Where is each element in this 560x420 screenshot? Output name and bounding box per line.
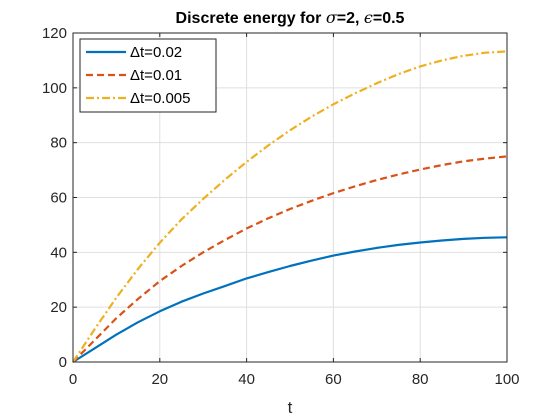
title-prefix: Discrete energy for xyxy=(176,10,326,27)
legend-label: Δt=0.005 xyxy=(130,90,190,107)
x-tick-label: 40 xyxy=(238,371,255,388)
chart-title: Discrete energy for σ=2, ϵ=0.5 xyxy=(176,8,405,27)
series-lines xyxy=(72,50,508,363)
title-epsilon-symbol: ϵ xyxy=(364,8,373,27)
legend-label: Δt=0.02 xyxy=(130,44,182,61)
y-tick-label: 0 xyxy=(59,354,67,371)
y-tick-label: 20 xyxy=(50,299,67,316)
x-tick-label: 80 xyxy=(412,371,429,388)
x-axis-label: t xyxy=(288,398,293,417)
y-tick-label: 100 xyxy=(42,80,67,97)
y-tick-label: 80 xyxy=(50,135,67,152)
axis-ticks: 0 20 40 60 80 100 0 20 40 60 80 100 120 xyxy=(42,25,520,388)
y-tick-label: 120 xyxy=(42,25,67,42)
legend-label: Δt=0.01 xyxy=(130,67,182,84)
series-line xyxy=(72,50,508,363)
x-tick-label: 100 xyxy=(494,371,519,388)
y-tick-label: 40 xyxy=(50,244,67,261)
series-line xyxy=(72,155,508,363)
legend: Δt=0.02 Δt=0.01 Δt=0.005 xyxy=(79,38,217,113)
x-tick-label: 0 xyxy=(69,371,77,388)
y-tick-label: 60 xyxy=(50,190,67,207)
title-epsilon-value: =0.5 xyxy=(373,10,405,27)
x-tick-label: 20 xyxy=(151,371,168,388)
x-tick-label: 60 xyxy=(325,371,342,388)
series-line xyxy=(72,236,508,363)
title-sigma-symbol: σ xyxy=(326,8,338,27)
title-sigma-value: =2, xyxy=(337,10,364,27)
